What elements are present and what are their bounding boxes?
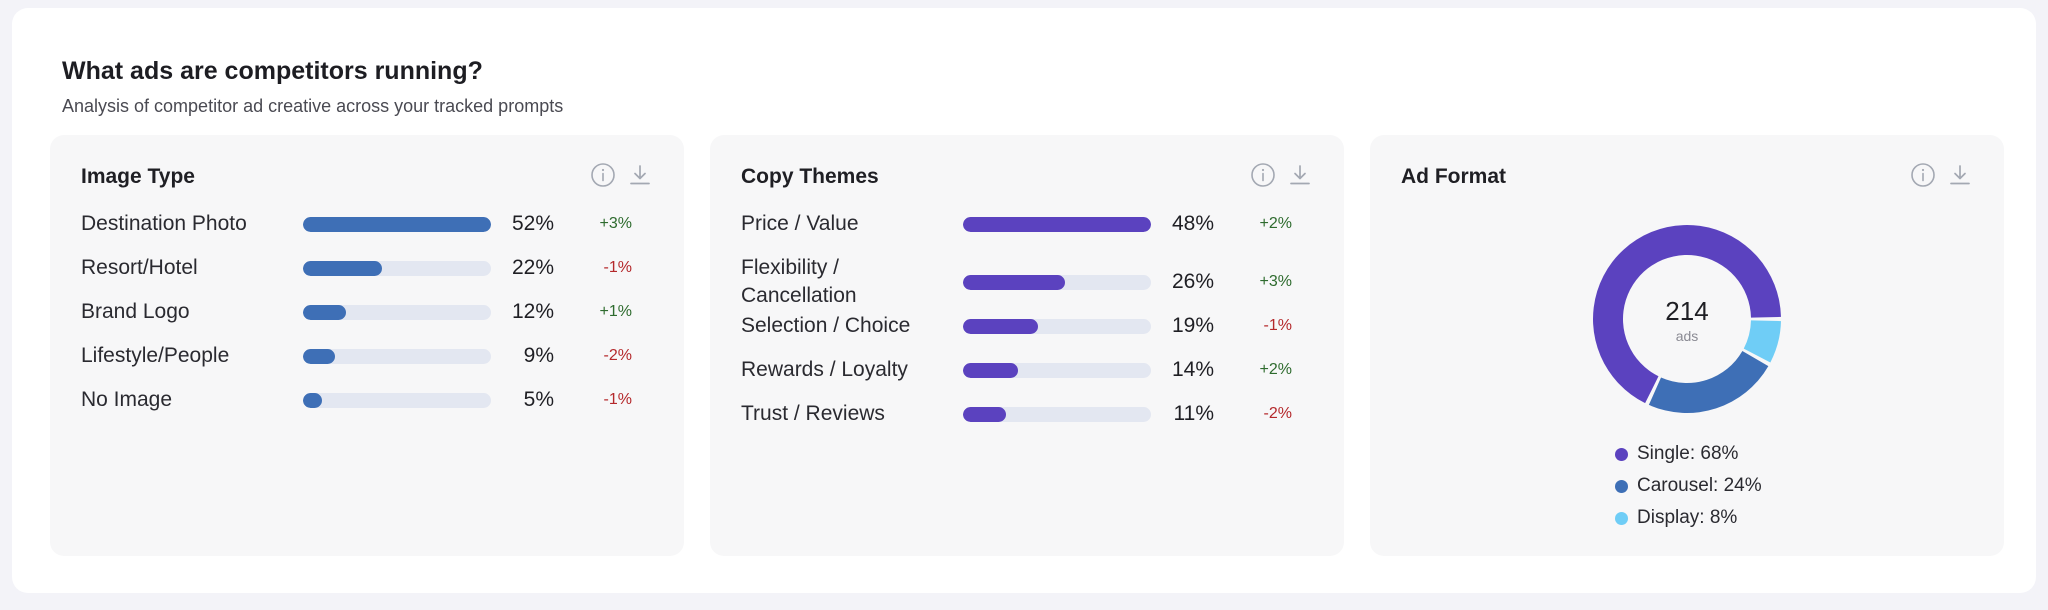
bar-delta: -2%: [603, 347, 632, 364]
bar-track: [963, 217, 1151, 232]
download-icon[interactable]: [627, 162, 653, 188]
donut-slice-carousel[interactable]: [1648, 351, 1769, 413]
bar-fill: [963, 217, 1151, 232]
legend-label: Single: 68%: [1637, 443, 1739, 464]
bar-label: No Image: [81, 388, 173, 411]
legend-dot: [1615, 479, 1628, 493]
bar-fill: [303, 217, 491, 232]
ad-format-card: Ad Format 214 ads Single: 68% Carousel: …: [1370, 135, 2004, 556]
bar-delta: +2%: [1259, 215, 1292, 232]
legend-label: Display: 8%: [1637, 507, 1738, 528]
bar-fill: [963, 407, 1007, 422]
bar-percent: 26%: [1171, 270, 1214, 293]
bar-fill: [303, 393, 322, 408]
legend-item-single: Single: 68%: [1615, 438, 1762, 470]
bar-label: Trust / Reviews: [741, 402, 885, 425]
bar-fill: [303, 349, 335, 364]
bar-track: [303, 217, 491, 232]
card-title: Image Type: [81, 165, 195, 188]
info-icon[interactable]: [1250, 162, 1276, 188]
section-title: What ads are competitors running?: [62, 57, 483, 85]
bar-delta: +2%: [1259, 361, 1292, 378]
card-title: Ad Format: [1401, 165, 1506, 188]
download-icon[interactable]: [1947, 162, 1973, 188]
bar-fill: [303, 261, 382, 276]
bar-label: Rewards / Loyalty: [741, 358, 908, 381]
legend-dot: [1615, 447, 1628, 461]
bar-track: [963, 363, 1151, 378]
donut-total: 214: [1665, 296, 1708, 326]
bar-fill: [963, 363, 1018, 378]
bar-label: Flexibility / Cancellation: [741, 256, 857, 307]
bar-label: Resort/Hotel: [81, 256, 198, 279]
bar-track: [303, 349, 491, 364]
bar-label: Lifestyle/People: [81, 344, 230, 367]
bar-percent: 11%: [1173, 402, 1214, 425]
bar-label: Price / Value: [741, 212, 859, 235]
bar-delta: -1%: [1263, 317, 1292, 334]
bar-label: Selection / Choice: [741, 314, 911, 337]
section-subtitle: Analysis of competitor ad creative acros…: [62, 96, 564, 116]
bar-percent: 52%: [511, 212, 554, 235]
bar-track: [963, 275, 1151, 290]
ad-format-donut-chart: 214 ads: [1593, 224, 1781, 413]
bar-percent: 12%: [511, 300, 554, 323]
bar-percent: 14%: [1171, 358, 1214, 381]
bar-delta: +3%: [599, 215, 632, 232]
donut-total-unit: ads: [1676, 328, 1699, 344]
bar-label: Destination Photo: [81, 212, 247, 235]
bar-track: [303, 261, 491, 276]
bar-delta: -2%: [1263, 405, 1292, 422]
donut-slice-single[interactable]: [1593, 224, 1781, 404]
bar-fill: [303, 305, 347, 320]
card-title: Copy Themes: [741, 165, 879, 188]
bar-track: [963, 319, 1151, 334]
image-type-card: Image Type Destination Photo 52% +3% Resort…: [50, 135, 684, 556]
bar-percent: 9%: [523, 344, 554, 367]
bar-delta: +3%: [1259, 273, 1292, 290]
legend-label: Carousel: 24%: [1637, 475, 1762, 496]
bar-fill: [963, 275, 1065, 290]
info-icon[interactable]: [590, 162, 616, 188]
bar-delta: -1%: [603, 391, 632, 408]
donut-slice-display[interactable]: [1743, 320, 1781, 363]
bar-track: [963, 407, 1151, 422]
legend-dot: [1615, 511, 1628, 525]
bar-label: Brand Logo: [81, 300, 190, 323]
legend-item-carousel: Carousel: 24%: [1615, 470, 1762, 502]
bar-track: [303, 305, 491, 320]
bar-track: [303, 393, 491, 408]
donut-legend: Single: 68% Carousel: 24% Display: 8%: [1615, 438, 1762, 534]
bar-delta: -1%: [603, 259, 632, 276]
bar-delta: +1%: [599, 303, 632, 320]
bar-percent: 48%: [1171, 212, 1214, 235]
bar-percent: 5%: [523, 388, 554, 411]
legend-item-display: Display: 8%: [1615, 502, 1762, 534]
info-icon[interactable]: [1910, 162, 1936, 188]
copy-themes-card: Copy Themes Price / Value 48% +2% Flexibili…: [710, 135, 1344, 556]
download-icon[interactable]: [1287, 162, 1313, 188]
bar-fill: [963, 319, 1039, 334]
bar-percent: 19%: [1171, 314, 1214, 337]
bar-percent: 22%: [511, 256, 554, 279]
